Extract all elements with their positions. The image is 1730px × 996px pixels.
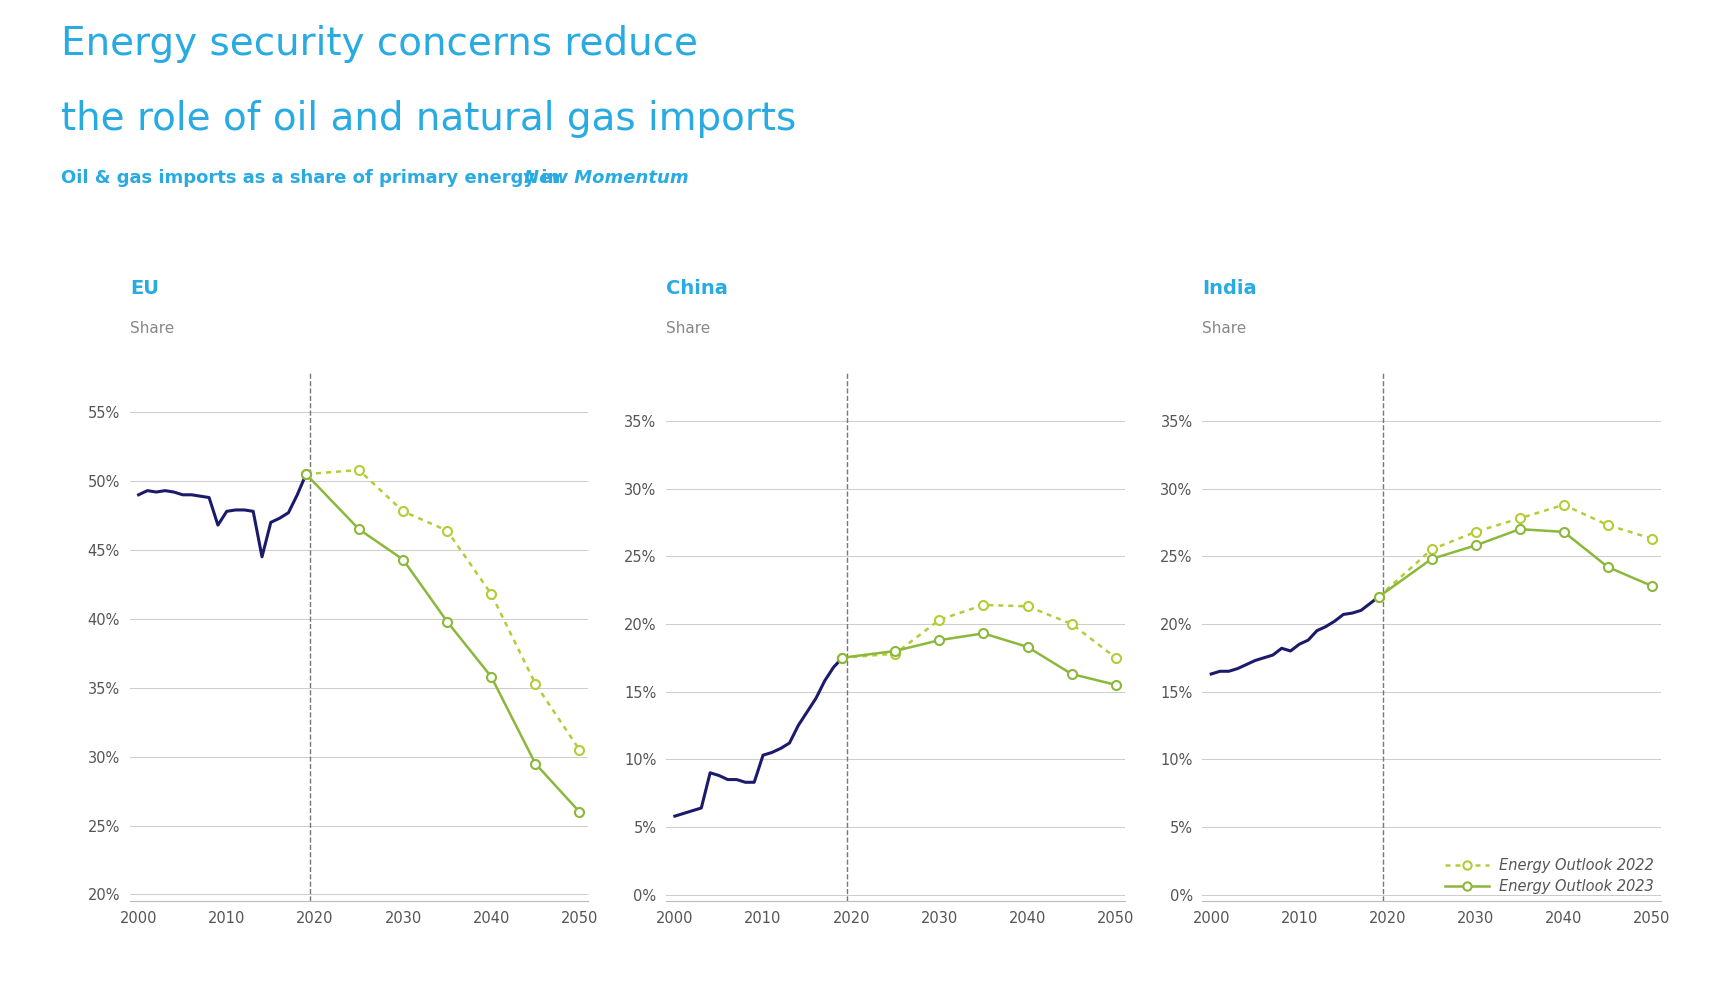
Text: Share: Share [666, 321, 711, 336]
Text: India: India [1202, 279, 1258, 298]
Legend: Energy Outlook 2022, Energy Outlook 2023: Energy Outlook 2022, Energy Outlook 2023 [1445, 859, 1654, 894]
Text: New Momentum: New Momentum [524, 169, 689, 187]
Text: China: China [666, 279, 728, 298]
Text: Oil & gas imports as a share of primary energy in: Oil & gas imports as a share of primary … [61, 169, 566, 187]
Text: Energy security concerns reduce: Energy security concerns reduce [61, 25, 697, 63]
Text: Share: Share [1202, 321, 1247, 336]
Text: Share: Share [130, 321, 175, 336]
Text: the role of oil and natural gas imports: the role of oil and natural gas imports [61, 100, 796, 137]
Text: EU: EU [130, 279, 159, 298]
